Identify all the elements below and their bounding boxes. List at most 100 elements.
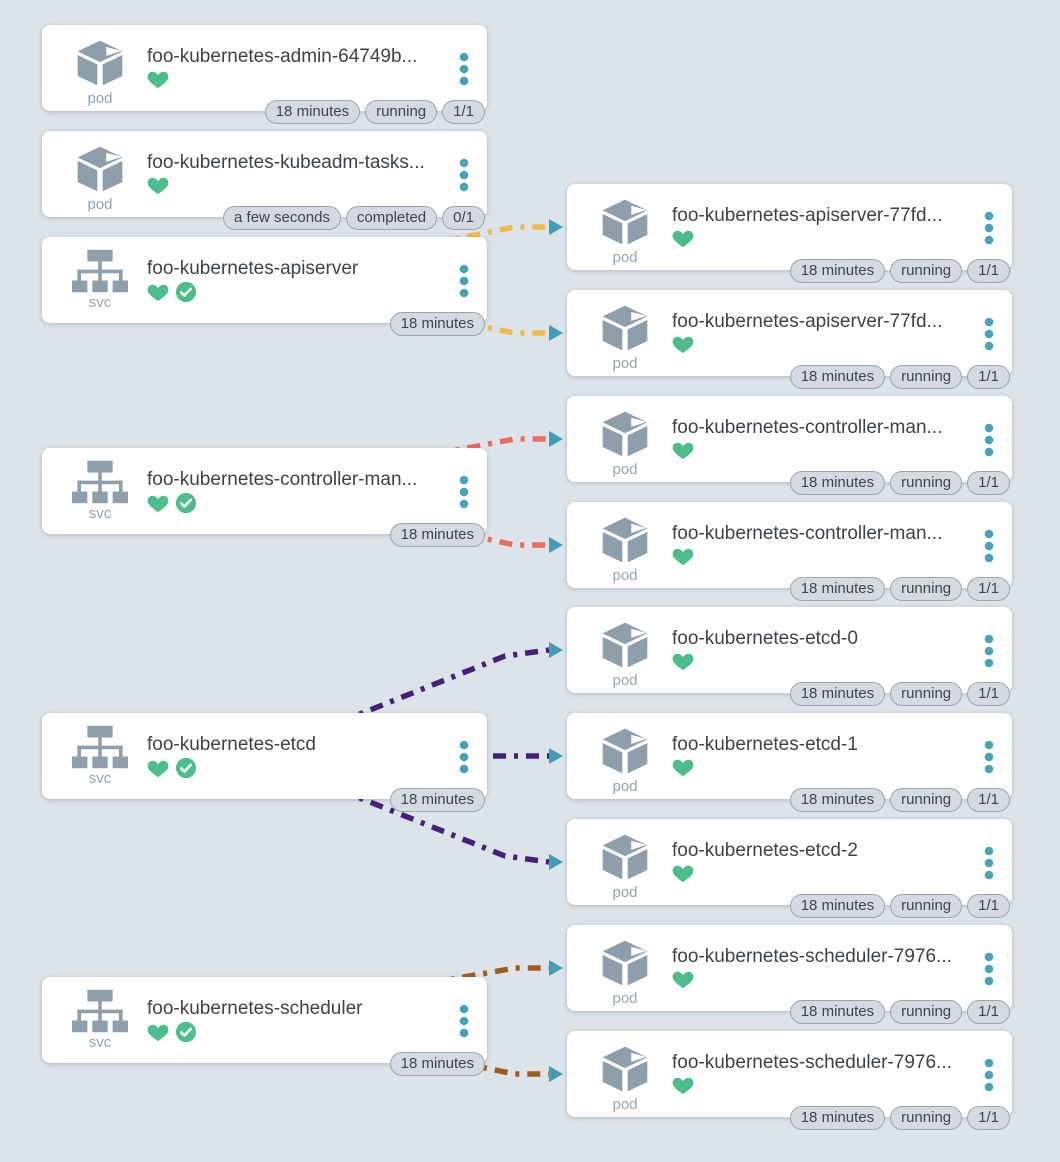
node-title: foo-kubernetes-etcd-2 [672, 840, 858, 861]
node-menu-button[interactable] [459, 158, 471, 192]
health-check-icon [175, 281, 197, 303]
status-badge: running [890, 788, 963, 812]
health-heart-icon [147, 177, 169, 195]
badge-row: 18 minutes running 1/1 [789, 471, 1010, 495]
badge-row: 18 minutes running 1/1 [789, 682, 1010, 706]
health-check-icon [175, 492, 197, 514]
node-menu-button[interactable] [984, 529, 996, 563]
resource-type-label: pod [612, 461, 638, 478]
health-heart-icon [672, 759, 694, 777]
node-pod-controller-1[interactable]: pod foo-kubernetes-controller-man... 18 … [567, 396, 1012, 495]
status-badge: running [890, 577, 963, 601]
node-title: foo-kubernetes-scheduler-7976... [672, 946, 952, 967]
kebab-menu-icon [459, 264, 469, 298]
node-pod-etcd-1[interactable]: pod foo-kubernetes-etcd-1 18 minutes runn… [567, 713, 1012, 812]
health-heart-icon [147, 1024, 169, 1042]
scale-badge: 1/1 [967, 259, 1010, 283]
health-heart-icon [147, 495, 169, 513]
health-icons [672, 969, 694, 989]
health-icons [147, 492, 197, 514]
health-icons [147, 175, 169, 195]
age-badge: a few seconds [223, 206, 341, 230]
age-badge: 18 minutes [789, 259, 886, 283]
node-title: foo-kubernetes-controller-man... [672, 523, 943, 544]
age-badge: 18 minutes [389, 312, 485, 336]
resource-type-label: pod [612, 355, 638, 372]
node-svc-apiserver[interactable]: svc foo-kubernetes-apiserver 18 minutes [42, 237, 487, 336]
scale-badge: 1/1 [967, 471, 1010, 495]
node-pod-etcd-2[interactable]: pod foo-kubernetes-etcd-2 18 minutes runn… [567, 819, 1012, 918]
status-badge: completed [345, 206, 438, 230]
node-pod-scheduler-2[interactable]: pod foo-kubernetes-scheduler-7976... 18 … [567, 1031, 1012, 1130]
node-pod-controller-2[interactable]: pod foo-kubernetes-controller-man... 18 … [567, 502, 1012, 601]
node-title: foo-kubernetes-etcd-0 [672, 628, 858, 649]
node-pod-apiserver-1[interactable]: pod foo-kubernetes-apiserver-77fd... 18 … [567, 184, 1012, 283]
node-menu-button[interactable] [984, 1058, 996, 1092]
node-menu-button[interactable] [459, 1004, 471, 1038]
node-pod-kubeadm-tasks[interactable]: pod foo-kubernetes-kubeadm-tasks... a fe… [42, 131, 487, 230]
arrowhead-icon [549, 219, 563, 235]
resource-type-label: pod [87, 90, 113, 107]
node-svc-scheduler[interactable]: svc foo-kubernetes-scheduler 18 minutes [42, 977, 487, 1076]
pod-icon [77, 40, 123, 86]
node-menu-button[interactable] [984, 317, 996, 351]
age-badge: 18 minutes [789, 1106, 886, 1130]
scale-badge: 1/1 [967, 894, 1010, 918]
kebab-menu-icon [459, 1004, 469, 1038]
node-pod-etcd-0[interactable]: pod foo-kubernetes-etcd-0 18 minutes runn… [567, 607, 1012, 706]
node-svc-etcd[interactable]: svc foo-kubernetes-etcd 18 minutes [42, 713, 487, 812]
node-menu-button[interactable] [459, 264, 471, 298]
health-check-icon [175, 757, 197, 779]
node-pod-apiserver-2[interactable]: pod foo-kubernetes-apiserver-77fd... 18 … [567, 290, 1012, 389]
edge-svc-controller-to-pod-controller-1 [434, 436, 549, 457]
age-badge: 18 minutes [789, 894, 886, 918]
kebab-menu-icon [459, 158, 469, 192]
age-badge: 18 minutes [264, 100, 361, 124]
pod-icon [602, 411, 648, 457]
node-menu-button[interactable] [984, 211, 996, 245]
badge-row: 18 minutes running 1/1 [789, 1106, 1010, 1130]
kebab-menu-icon [984, 846, 994, 880]
status-badge: running [890, 682, 963, 706]
node-menu-button[interactable] [984, 634, 996, 668]
resource-type-label: svc [88, 294, 112, 311]
health-icons [672, 651, 694, 671]
node-menu-button[interactable] [459, 52, 471, 86]
kebab-menu-icon [984, 634, 994, 668]
scale-badge: 1/1 [967, 577, 1010, 601]
arrowhead-icon [549, 854, 563, 870]
health-heart-icon [672, 548, 694, 566]
node-menu-button[interactable] [459, 475, 471, 509]
node-pod-admin[interactable]: pod foo-kubernetes-admin-64749b... 18 mi… [42, 25, 487, 124]
badge-row: 18 minutes [389, 523, 485, 547]
node-menu-button[interactable] [984, 423, 996, 457]
node-menu-button[interactable] [459, 740, 471, 774]
health-heart-icon [147, 284, 169, 302]
node-pod-scheduler-1[interactable]: pod foo-kubernetes-scheduler-7976... 18 … [567, 925, 1012, 1024]
pod-icon [602, 940, 648, 986]
badge-row: 18 minutes [389, 312, 485, 336]
arrowhead-icon [549, 537, 563, 553]
resource-type-label: svc [88, 1034, 112, 1051]
kebab-menu-icon [984, 952, 994, 986]
pod-icon [602, 517, 648, 563]
node-menu-button[interactable] [984, 952, 996, 986]
node-title: foo-kubernetes-controller-man... [672, 417, 943, 438]
resource-type-label: pod [612, 1096, 638, 1113]
node-menu-button[interactable] [984, 846, 996, 880]
age-badge: 18 minutes [389, 1052, 485, 1076]
scale-badge: 1/1 [967, 1106, 1010, 1130]
arrowhead-icon [549, 1066, 563, 1082]
health-icons [672, 228, 694, 248]
age-badge: 18 minutes [789, 365, 886, 389]
kebab-menu-icon [459, 475, 469, 509]
node-svc-controller[interactable]: svc foo-kubernetes-controller-man... 18 … [42, 448, 487, 547]
resource-icon-block: pod [593, 302, 657, 371]
pod-icon [77, 146, 123, 192]
badge-row: 18 minutes running 1/1 [264, 100, 485, 124]
pod-icon [602, 305, 648, 351]
resource-icon-block: svc [68, 989, 132, 1050]
node-menu-button[interactable] [984, 740, 996, 774]
age-badge: 18 minutes [789, 1000, 886, 1024]
resource-icon-block: pod [593, 831, 657, 900]
